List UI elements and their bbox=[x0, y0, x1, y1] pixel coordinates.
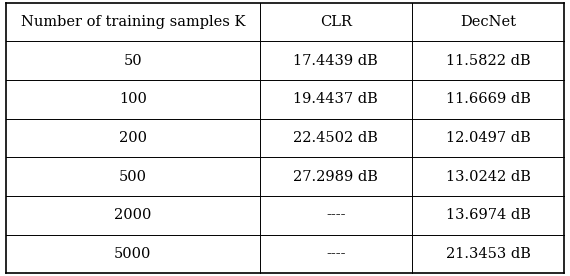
Text: 22.4502 dB: 22.4502 dB bbox=[294, 131, 378, 145]
Text: 500: 500 bbox=[119, 170, 147, 184]
Text: 12.0497 dB: 12.0497 dB bbox=[446, 131, 531, 145]
Text: ----: ---- bbox=[326, 208, 345, 222]
Text: 21.3453 dB: 21.3453 dB bbox=[446, 247, 531, 261]
Text: CLR: CLR bbox=[320, 15, 352, 29]
Text: 13.0242 dB: 13.0242 dB bbox=[446, 170, 531, 184]
Text: 13.6974 dB: 13.6974 dB bbox=[446, 208, 531, 222]
Text: 27.2989 dB: 27.2989 dB bbox=[294, 170, 378, 184]
Text: 200: 200 bbox=[119, 131, 147, 145]
Text: 11.5822 dB: 11.5822 dB bbox=[446, 54, 530, 68]
Text: DecNet: DecNet bbox=[460, 15, 516, 29]
Text: 50: 50 bbox=[124, 54, 142, 68]
Text: 2000: 2000 bbox=[114, 208, 152, 222]
Text: ----: ---- bbox=[326, 247, 345, 261]
Text: Number of training samples K: Number of training samples K bbox=[21, 15, 245, 29]
Text: 100: 100 bbox=[119, 92, 146, 106]
Text: 11.6669 dB: 11.6669 dB bbox=[446, 92, 531, 106]
Text: 5000: 5000 bbox=[114, 247, 152, 261]
Text: 17.4439 dB: 17.4439 dB bbox=[294, 54, 378, 68]
Text: 19.4437 dB: 19.4437 dB bbox=[294, 92, 378, 106]
